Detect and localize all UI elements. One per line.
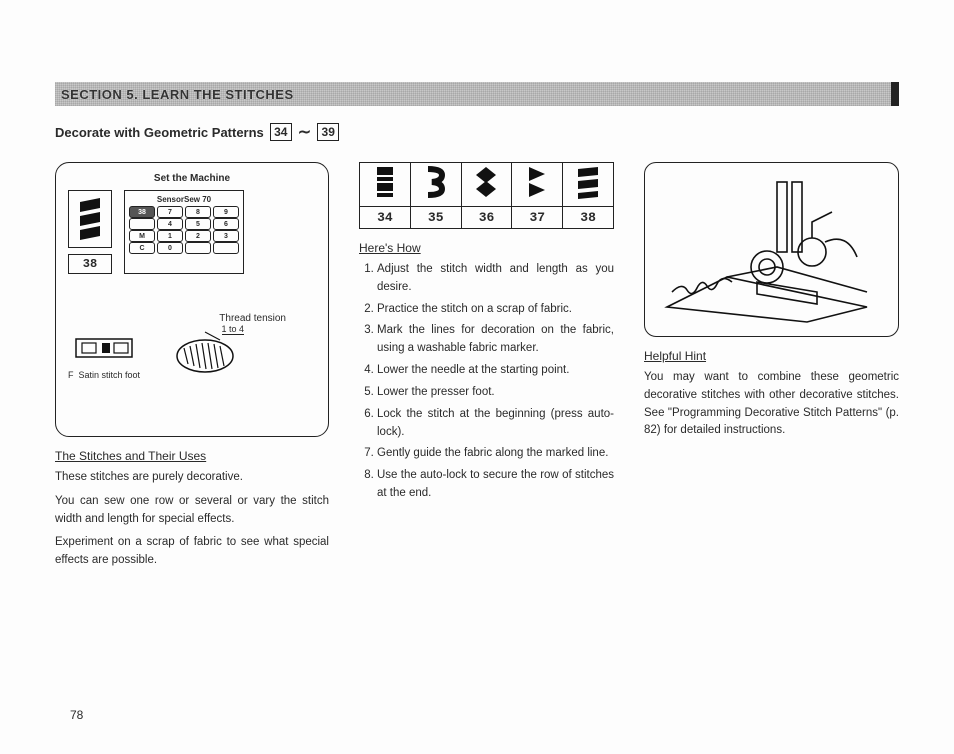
step-item: Practice the stitch on a scrap of fabric…: [377, 301, 614, 319]
section-header-text: SECTION 5. LEARN THE STITCHES: [61, 87, 294, 102]
page-number: 78: [70, 708, 83, 722]
stitch-sample-number: 38: [563, 207, 614, 229]
keypad-cell: 1: [157, 230, 183, 242]
column-right: Helpful Hint You may want to combine the…: [644, 162, 899, 576]
stitch-34-icon: [371, 165, 399, 199]
keypad-cell: [129, 218, 155, 230]
tension-dial-range: 1 to 4: [222, 324, 245, 335]
stitch-sample-number: 34: [360, 207, 411, 229]
stitches-uses-p1: These stitches are purely decorative.: [55, 469, 329, 487]
stitch-sample-number: 36: [461, 207, 512, 229]
stitch-sample-table: 34 35 36 37 38: [359, 162, 614, 229]
range-from-box: 34: [270, 123, 292, 141]
stitch-37-icon: [523, 165, 551, 199]
step-item: Lock the stitch at the beginning (press …: [377, 406, 614, 442]
keypad-cell: M: [129, 230, 155, 242]
set-machine-title: Set the Machine: [68, 173, 316, 184]
heres-how-title: Here's How: [359, 241, 614, 255]
range-to-box: 39: [317, 123, 339, 141]
foot-label-prefix: F: [68, 370, 74, 380]
control-row: C 0: [129, 242, 239, 254]
keypad-cell: 5: [185, 218, 211, 230]
stitch-sample-number: 35: [410, 207, 461, 229]
keypad-cell: 3: [213, 230, 239, 242]
stitch-38-icon: [574, 165, 602, 199]
stitches-uses-p2: You can sew one row or several or vary t…: [55, 493, 329, 529]
zigzag-stack-icon: [76, 196, 104, 242]
step-item: Gently guide the fabric along the marked…: [377, 445, 614, 463]
stitches-uses-title: The Stitches and Their Uses: [55, 449, 329, 463]
keypad-cell: 0: [157, 242, 183, 254]
stitch-sample-cell: [410, 163, 461, 207]
step-item: Use the auto-lock to secure the row of s…: [377, 467, 614, 503]
presser-foot-icon: [74, 333, 134, 363]
page-subtitle: Decorate with Geometric Patterns: [55, 125, 264, 140]
subtitle-row: Decorate with Geometric Patterns 34 ∼ 39: [55, 122, 899, 142]
foot-label-text: Satin stitch foot: [79, 370, 141, 380]
section-header-band: SECTION 5. LEARN THE STITCHES: [55, 82, 899, 106]
control-panel-title: SensorSew 70: [129, 195, 239, 204]
keypad-cell: 7: [157, 206, 183, 218]
range-tilde: ∼: [298, 122, 311, 142]
keypad-cell: [213, 242, 239, 254]
set-machine-panel: Set the Machine 38 SensorSew 70 38: [55, 162, 329, 437]
keypad-cell: [185, 242, 211, 254]
foot-label: F Satin stitch foot: [68, 370, 140, 381]
keypad-cell: C: [129, 242, 155, 254]
heres-how-steps: Adjust the stitch width and length as yo…: [359, 261, 614, 503]
step-item: Adjust the stitch width and length as yo…: [377, 261, 614, 297]
stitch-36-icon: [472, 165, 500, 199]
stitch-sample-cell: [512, 163, 563, 207]
selected-stitch-glyph: [68, 190, 112, 248]
stitch-sample-number: 37: [512, 207, 563, 229]
control-row: 38 7 8 9: [129, 206, 239, 218]
control-row: 4 5 6: [129, 218, 239, 230]
illustration-panel: [644, 162, 899, 337]
foot-block: F Satin stitch foot: [68, 333, 140, 381]
keypad-cell: 6: [213, 218, 239, 230]
control-panel: SensorSew 70 38 7 8 9 4 5 6: [124, 190, 244, 274]
helpful-hint-text: You may want to combine these geometric …: [644, 369, 899, 440]
step-item: Mark the lines for decoration on the fab…: [377, 322, 614, 358]
stitch-sample-cell: [461, 163, 512, 207]
thread-tension-label: Thread tension: [68, 313, 316, 324]
stitch-sample-cell: [360, 163, 411, 207]
selected-stitch-code: 38: [68, 254, 112, 274]
step-item: Lower the presser foot.: [377, 384, 614, 402]
keypad-cell: 2: [185, 230, 211, 242]
stitch-35-icon: [422, 165, 450, 199]
keypad-cell: 4: [157, 218, 183, 230]
stitches-uses-p3: Experiment on a scrap of fabric to see w…: [55, 534, 329, 570]
column-left: Set the Machine 38 SensorSew 70 38: [55, 162, 329, 576]
helpful-hint-title: Helpful Hint: [644, 349, 899, 363]
column-middle: 34 35 36 37 38 Here's How Adjust the sti…: [359, 162, 614, 576]
sewing-illustration-icon: [657, 172, 887, 327]
step-item: Lower the needle at the starting point.: [377, 362, 614, 380]
stitch-sample-cell: [563, 163, 614, 207]
keypad-cell: 38: [129, 206, 155, 218]
control-row: M 1 2 3: [129, 230, 239, 242]
tension-dial-block: 1 to 4: [170, 326, 240, 381]
keypad-cell: 8: [185, 206, 211, 218]
keypad-cell: 9: [213, 206, 239, 218]
